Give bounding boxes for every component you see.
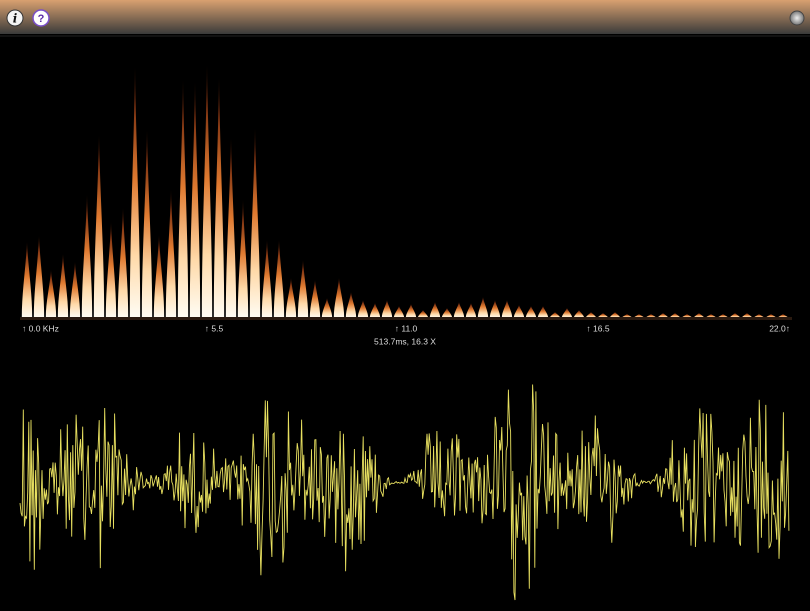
spectrum-floor <box>20 317 792 320</box>
settings-button[interactable] <box>790 11 804 25</box>
axis-label: ↑ 5.5 <box>205 323 224 333</box>
axis-label: ↑ 0.0 KHz <box>22 323 59 333</box>
axis-label: 22.0↑ <box>769 323 790 333</box>
page: i ? ↑ 0.0 KHz ↑ 5.5 ↑ 11.0 ↑ 16.5 22.0↑ 513.… <box>0 0 810 611</box>
help-button[interactable]: ? <box>33 10 49 26</box>
axis-label: ↑ 11.0 <box>395 323 418 333</box>
info-icon: i <box>13 12 18 26</box>
screen: i ? ↑ 0.0 KHz ↑ 5.5 ↑ 11.0 ↑ 16.5 22.0↑ 513.… <box>0 0 810 611</box>
status-text: 513.7ms, 16.3 X <box>374 336 436 346</box>
toolbar <box>0 0 810 34</box>
axis-label: ↑ 16.5 <box>586 323 609 333</box>
help-icon: ? <box>38 13 45 25</box>
info-button[interactable]: i <box>7 10 23 26</box>
